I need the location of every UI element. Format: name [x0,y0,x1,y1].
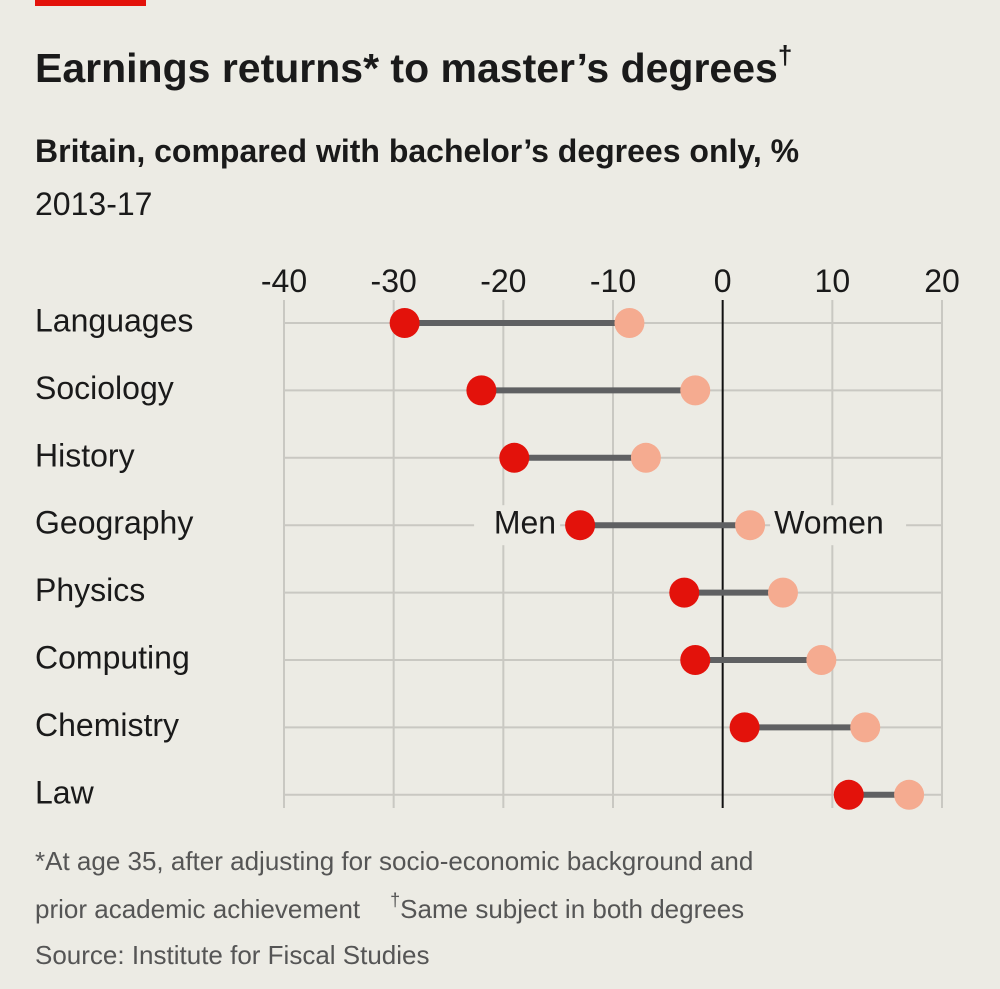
x-tick-label: 20 [924,263,960,299]
dot [630,442,661,473]
dot [894,779,925,810]
dot [729,712,760,743]
brand-bar [35,0,146,6]
y-tick-label: Law [35,774,95,810]
x-tick-label: 0 [714,263,732,299]
y-tick-label: Sociology [35,370,174,406]
footnote-text: prior academic achievement [35,894,361,924]
legend-label: Men [494,505,556,541]
x-tick-label: -10 [590,263,636,299]
y-tick-label: Geography [35,505,193,541]
footnote-mark: † [390,890,400,910]
y-tick-label: Computing [35,639,190,675]
y-tick-label: Physics [35,572,145,608]
label-background [770,505,907,546]
dot [614,308,645,338]
y-tick-label: Languages [35,302,193,338]
y-tick-label: History [35,437,135,473]
dot [499,442,530,473]
x-tick-label: -30 [371,263,417,299]
label-background [474,505,561,546]
x-tick-label: -20 [480,263,526,299]
x-tick-label: -40 [261,263,307,299]
dot [680,645,711,675]
dot [565,510,596,541]
chart-title: Earnings returns* to master’s degrees† [35,40,792,91]
dot [389,308,420,338]
dot [669,577,700,608]
dot [735,510,766,541]
x-tick-label: 10 [815,263,851,299]
dot [850,712,881,743]
source: Source: Institute for Fiscal Studies [35,940,430,970]
footnote-text: Same subject in both degrees [400,894,744,924]
dot [680,375,711,406]
dot [466,375,497,406]
footnote: prior academic achievement †Same subject … [35,890,744,924]
legend-label: Women [774,505,884,541]
dot [833,779,864,810]
title-text: Earnings returns* to master’s degrees [35,45,778,91]
title-mark: † [778,40,792,70]
dot [806,645,837,675]
y-tick-label: Chemistry [35,707,179,743]
dot [767,577,798,608]
subtitle: Britain, compared with bachelor’s degree… [35,133,799,169]
period: 2013-17 [35,186,152,222]
footnote: *At age 35, after adjusting for socio-ec… [35,846,753,876]
